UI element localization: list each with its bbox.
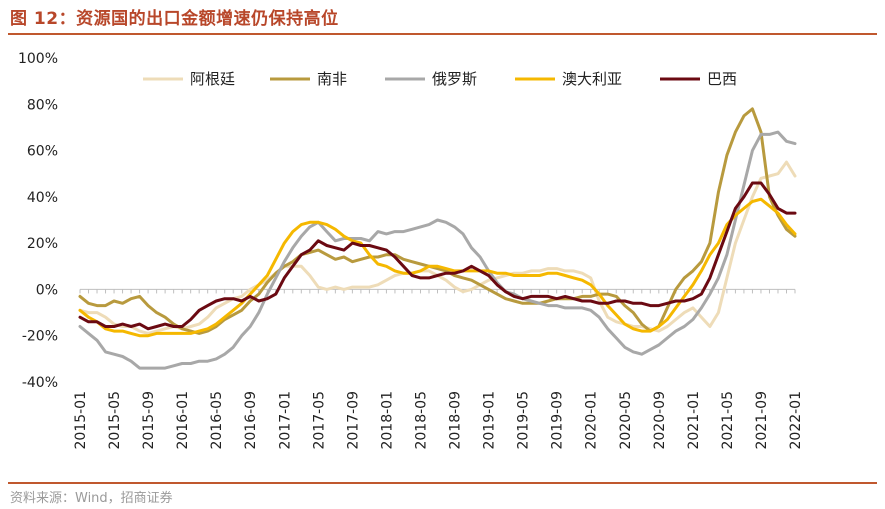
x-tick-label: 2019-09 bbox=[550, 391, 566, 450]
x-tick-label: 2021-05 bbox=[720, 391, 736, 450]
y-tick-label: 100% bbox=[18, 51, 58, 67]
x-tick-label: 2017-01 bbox=[277, 391, 293, 450]
series-lines bbox=[78, 107, 797, 370]
x-tick-label: 2015-05 bbox=[107, 391, 123, 450]
x-tick-label: 2020-05 bbox=[618, 391, 634, 450]
x-tick-label: 2018-09 bbox=[448, 391, 464, 450]
x-tick-label: 2015-09 bbox=[141, 391, 157, 450]
x-tick-label: 2019-01 bbox=[482, 391, 498, 450]
x-tick-label: 2018-01 bbox=[379, 391, 395, 450]
legend: 阿根廷 南非 俄罗斯 澳大利亚 巴西 bbox=[143, 70, 737, 88]
x-axis: 2015-01 2015-05 2015-09 2016-01 2016-05 2016-… bbox=[73, 288, 804, 450]
x-tick-label: 2017-05 bbox=[311, 391, 327, 450]
x-tick-label: 2016-05 bbox=[209, 391, 225, 450]
x-tick-label: 2017-09 bbox=[345, 391, 361, 450]
y-tick-label: 60% bbox=[27, 144, 58, 160]
figure-title: 图 12：资源国的出口金额增速仍保持高位 bbox=[10, 9, 339, 29]
legend-label: 阿根廷 bbox=[190, 70, 235, 88]
x-tick-label: 2016-09 bbox=[243, 391, 259, 450]
title-divider bbox=[8, 33, 877, 35]
y-tick-label: 20% bbox=[27, 236, 58, 252]
x-tick-label: 2022-01 bbox=[788, 391, 804, 450]
legend-label: 南非 bbox=[317, 70, 347, 88]
y-tick-label: -40% bbox=[22, 375, 58, 391]
y-tick-label: 40% bbox=[27, 190, 58, 206]
x-tick-label: 2015-01 bbox=[73, 391, 89, 450]
legend-label: 俄罗斯 bbox=[432, 70, 477, 88]
x-tick-label: 2019-05 bbox=[516, 391, 532, 450]
series-line bbox=[78, 160, 797, 335]
y-tick-label: 80% bbox=[27, 97, 58, 113]
series-line bbox=[78, 130, 797, 370]
y-tick-label: -20% bbox=[22, 329, 58, 345]
legend-label: 巴西 bbox=[707, 70, 737, 88]
source-note: 资料来源：Wind，招商证券 bbox=[10, 491, 173, 506]
x-tick-label: 2021-09 bbox=[754, 391, 770, 450]
y-axis: -40% -20% 0% 20% 40% 60% 80% 100% bbox=[18, 51, 58, 391]
x-tick-label: 2018-05 bbox=[413, 391, 429, 450]
x-tick-label: 2016-01 bbox=[175, 391, 191, 450]
source-divider bbox=[8, 482, 877, 484]
series-line bbox=[78, 181, 797, 331]
series-line bbox=[78, 197, 797, 338]
series-line bbox=[78, 107, 797, 335]
x-tick-label: 2020-09 bbox=[652, 391, 668, 450]
y-tick-label: 0% bbox=[36, 282, 58, 298]
x-tick-label: 2020-01 bbox=[584, 391, 600, 450]
legend-label: 澳大利亚 bbox=[562, 70, 622, 88]
x-tick-label: 2021-01 bbox=[686, 391, 702, 450]
